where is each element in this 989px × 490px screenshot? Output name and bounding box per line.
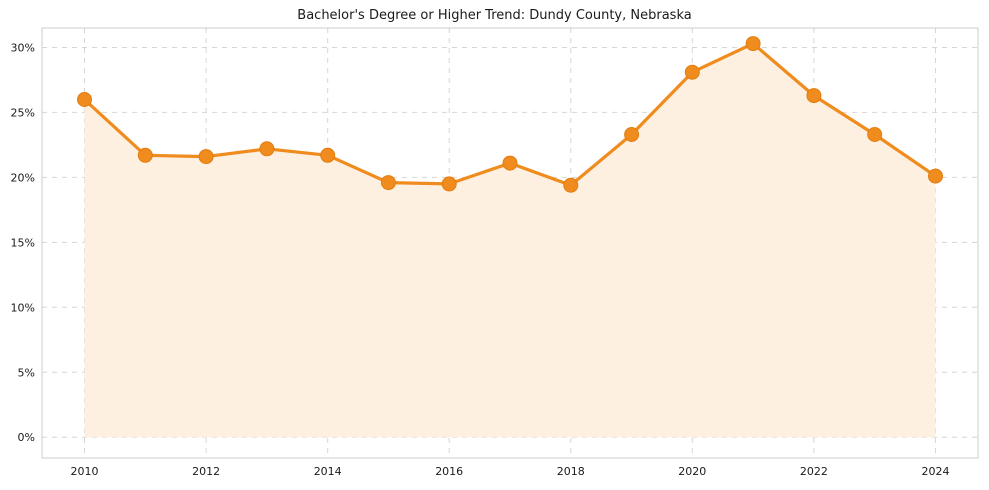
data-point-marker bbox=[806, 88, 822, 104]
x-tick-label: 2016 bbox=[435, 465, 463, 478]
y-tick-label: 15% bbox=[11, 236, 35, 249]
x-tick-label: 2010 bbox=[71, 465, 99, 478]
x-tick-label: 2014 bbox=[314, 465, 342, 478]
data-point-marker bbox=[928, 168, 943, 184]
data-point-marker bbox=[259, 141, 275, 157]
y-tick-label: 30% bbox=[11, 42, 35, 55]
y-tick-label: 25% bbox=[11, 106, 35, 119]
data-point-marker bbox=[684, 64, 700, 80]
data-point-marker bbox=[77, 92, 92, 107]
data-point-marker bbox=[137, 147, 153, 163]
x-tick-label: 2018 bbox=[557, 465, 585, 478]
y-tick-label: 0% bbox=[18, 431, 35, 444]
data-point-marker bbox=[624, 127, 640, 142]
y-tick-label: 10% bbox=[11, 301, 35, 314]
x-tick-label: 2012 bbox=[192, 465, 220, 478]
x-tick-label: 2022 bbox=[800, 465, 828, 478]
data-point-marker bbox=[745, 36, 761, 52]
data-point-marker bbox=[380, 175, 396, 191]
x-tick-label: 2024 bbox=[922, 465, 950, 478]
data-point-marker bbox=[441, 176, 457, 192]
data-point-marker bbox=[320, 147, 336, 163]
plot-border bbox=[41, 27, 979, 459]
y-tick-label: 20% bbox=[11, 171, 35, 184]
area-fill bbox=[84, 43, 936, 438]
data-point-marker bbox=[867, 127, 883, 142]
y-tick-label: 5% bbox=[18, 366, 35, 379]
data-point-marker bbox=[198, 149, 214, 165]
chart-title: Bachelor's Degree or Higher Trend: Dundy… bbox=[297, 8, 692, 23]
data-point-marker bbox=[563, 177, 579, 193]
x-tick-label: 2020 bbox=[678, 465, 706, 478]
data-point-marker bbox=[502, 155, 518, 171]
